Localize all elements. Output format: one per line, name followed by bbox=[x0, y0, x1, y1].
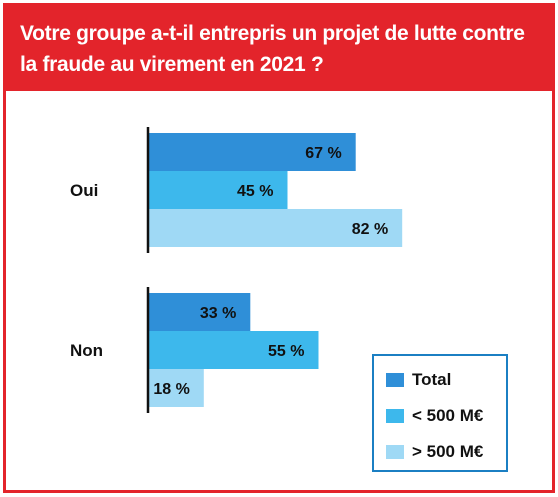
bar-oui-series-2 bbox=[148, 209, 403, 247]
legend-swatch-total bbox=[386, 373, 404, 387]
bar-non-series-1 bbox=[148, 331, 319, 369]
legend-item-over-500: > 500 M€ bbox=[386, 442, 483, 462]
bar-non-series-2 bbox=[148, 369, 204, 407]
data-label-non-series-2: 18 % bbox=[153, 381, 189, 398]
legend-label-under-500: < 500 M€ bbox=[412, 406, 484, 425]
data-label-oui-series-1: 45 % bbox=[237, 183, 273, 200]
category-label-oui: Oui bbox=[70, 181, 98, 200]
category-label-non: Non bbox=[70, 341, 103, 360]
bar-oui-series-1 bbox=[148, 171, 288, 209]
chart-frame: Votre groupe a-t-il entrepris un projet … bbox=[3, 3, 555, 493]
chart-legend: Total < 500 M€ > 500 M€ bbox=[372, 354, 508, 472]
data-label-oui-series-2: 82 % bbox=[352, 221, 388, 238]
legend-item-total: Total bbox=[386, 370, 451, 390]
legend-swatch-under-500 bbox=[386, 409, 404, 423]
data-label-oui-series-0: 67 % bbox=[305, 145, 341, 162]
legend-swatch-over-500 bbox=[386, 445, 404, 459]
title-bar: Votre groupe a-t-il entrepris un projet … bbox=[6, 6, 552, 91]
chart-title: Votre groupe a-t-il entrepris un projet … bbox=[20, 22, 525, 76]
bar-non-series-0 bbox=[148, 293, 251, 331]
legend-label-total: Total bbox=[412, 370, 452, 389]
bar-oui-series-0 bbox=[148, 133, 356, 171]
legend-label-over-500: > 500 M€ bbox=[412, 442, 484, 461]
data-label-non-series-1: 55 % bbox=[268, 343, 304, 360]
data-label-non-series-0: 33 % bbox=[200, 305, 236, 322]
legend-item-under-500: < 500 M€ bbox=[386, 406, 483, 426]
